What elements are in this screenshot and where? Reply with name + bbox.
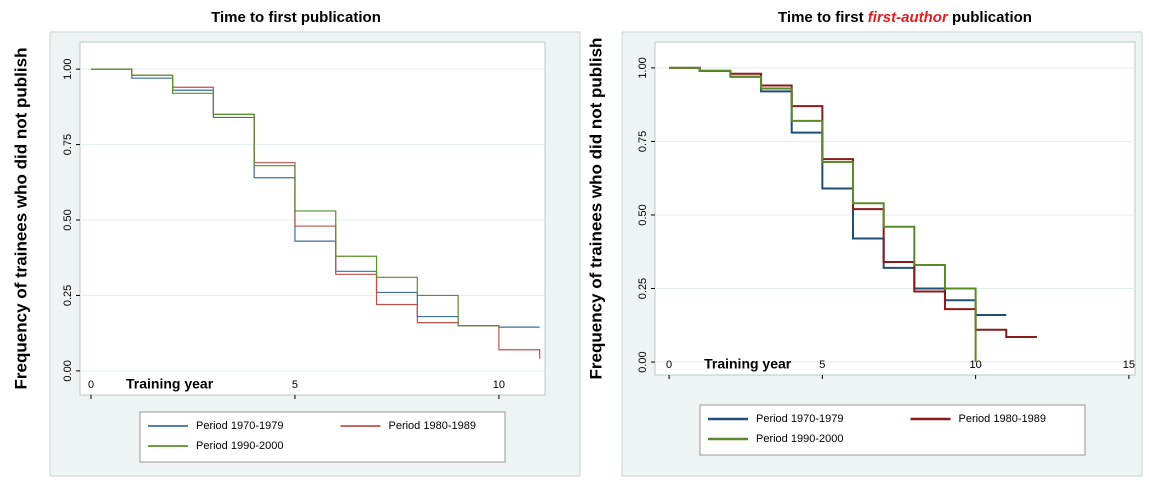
y-tick-label: 0.25	[62, 285, 74, 306]
y-axis-label: Frequency of trainees who did not publis…	[586, 38, 605, 380]
legend-label: Period 1990-2000	[196, 440, 283, 452]
y-axis-label: Frequency of trainees who did not publis…	[11, 48, 30, 390]
x-axis-label: Training year	[126, 376, 214, 392]
x-axis-label: Training year	[704, 356, 792, 372]
y-tick-label: 0.50	[637, 204, 649, 225]
x-tick-label: 15	[1123, 359, 1135, 371]
y-tick-label: 0.75	[637, 131, 649, 152]
legend-label: Period 1970-1979	[196, 420, 283, 432]
y-tick-label: 0.75	[62, 134, 74, 155]
step-line	[669, 66, 977, 363]
legend	[699, 404, 1086, 456]
y-tick-label: 0.00	[637, 351, 649, 372]
y-tick-label: 1.00	[62, 58, 74, 79]
step-line	[91, 68, 499, 327]
x-tick-label: 5	[819, 359, 825, 371]
y-tick-label: 0.00	[62, 360, 74, 381]
title-part: Time to first publication	[211, 9, 381, 26]
legend	[139, 411, 506, 463]
title-part: first-author	[868, 9, 949, 26]
x-tick-label: 0	[666, 359, 672, 371]
legend-label: Period 1970-1979	[756, 413, 843, 425]
plot-area	[654, 41, 1136, 376]
plot-area	[79, 41, 546, 396]
x-tick-label: 5	[292, 379, 298, 391]
chart-title: Time to first publication	[211, 9, 381, 26]
x-tick-label: 10	[493, 379, 505, 391]
title-part: publication	[948, 9, 1032, 26]
y-tick-label: 0.25	[637, 278, 649, 299]
x-tick-label: 0	[88, 379, 94, 391]
x-tick-label: 10	[969, 359, 981, 371]
legend-label: Period 1990-2000	[756, 433, 843, 445]
legend-label: Period 1980-1989	[389, 420, 476, 432]
title-part: Time to first	[778, 9, 868, 26]
legend-label: Period 1980-1989	[959, 413, 1046, 425]
chart-title: Time to first first-author publication	[778, 9, 1032, 26]
y-tick-label: 1.00	[637, 57, 649, 78]
y-tick-label: 0.50	[62, 209, 74, 230]
